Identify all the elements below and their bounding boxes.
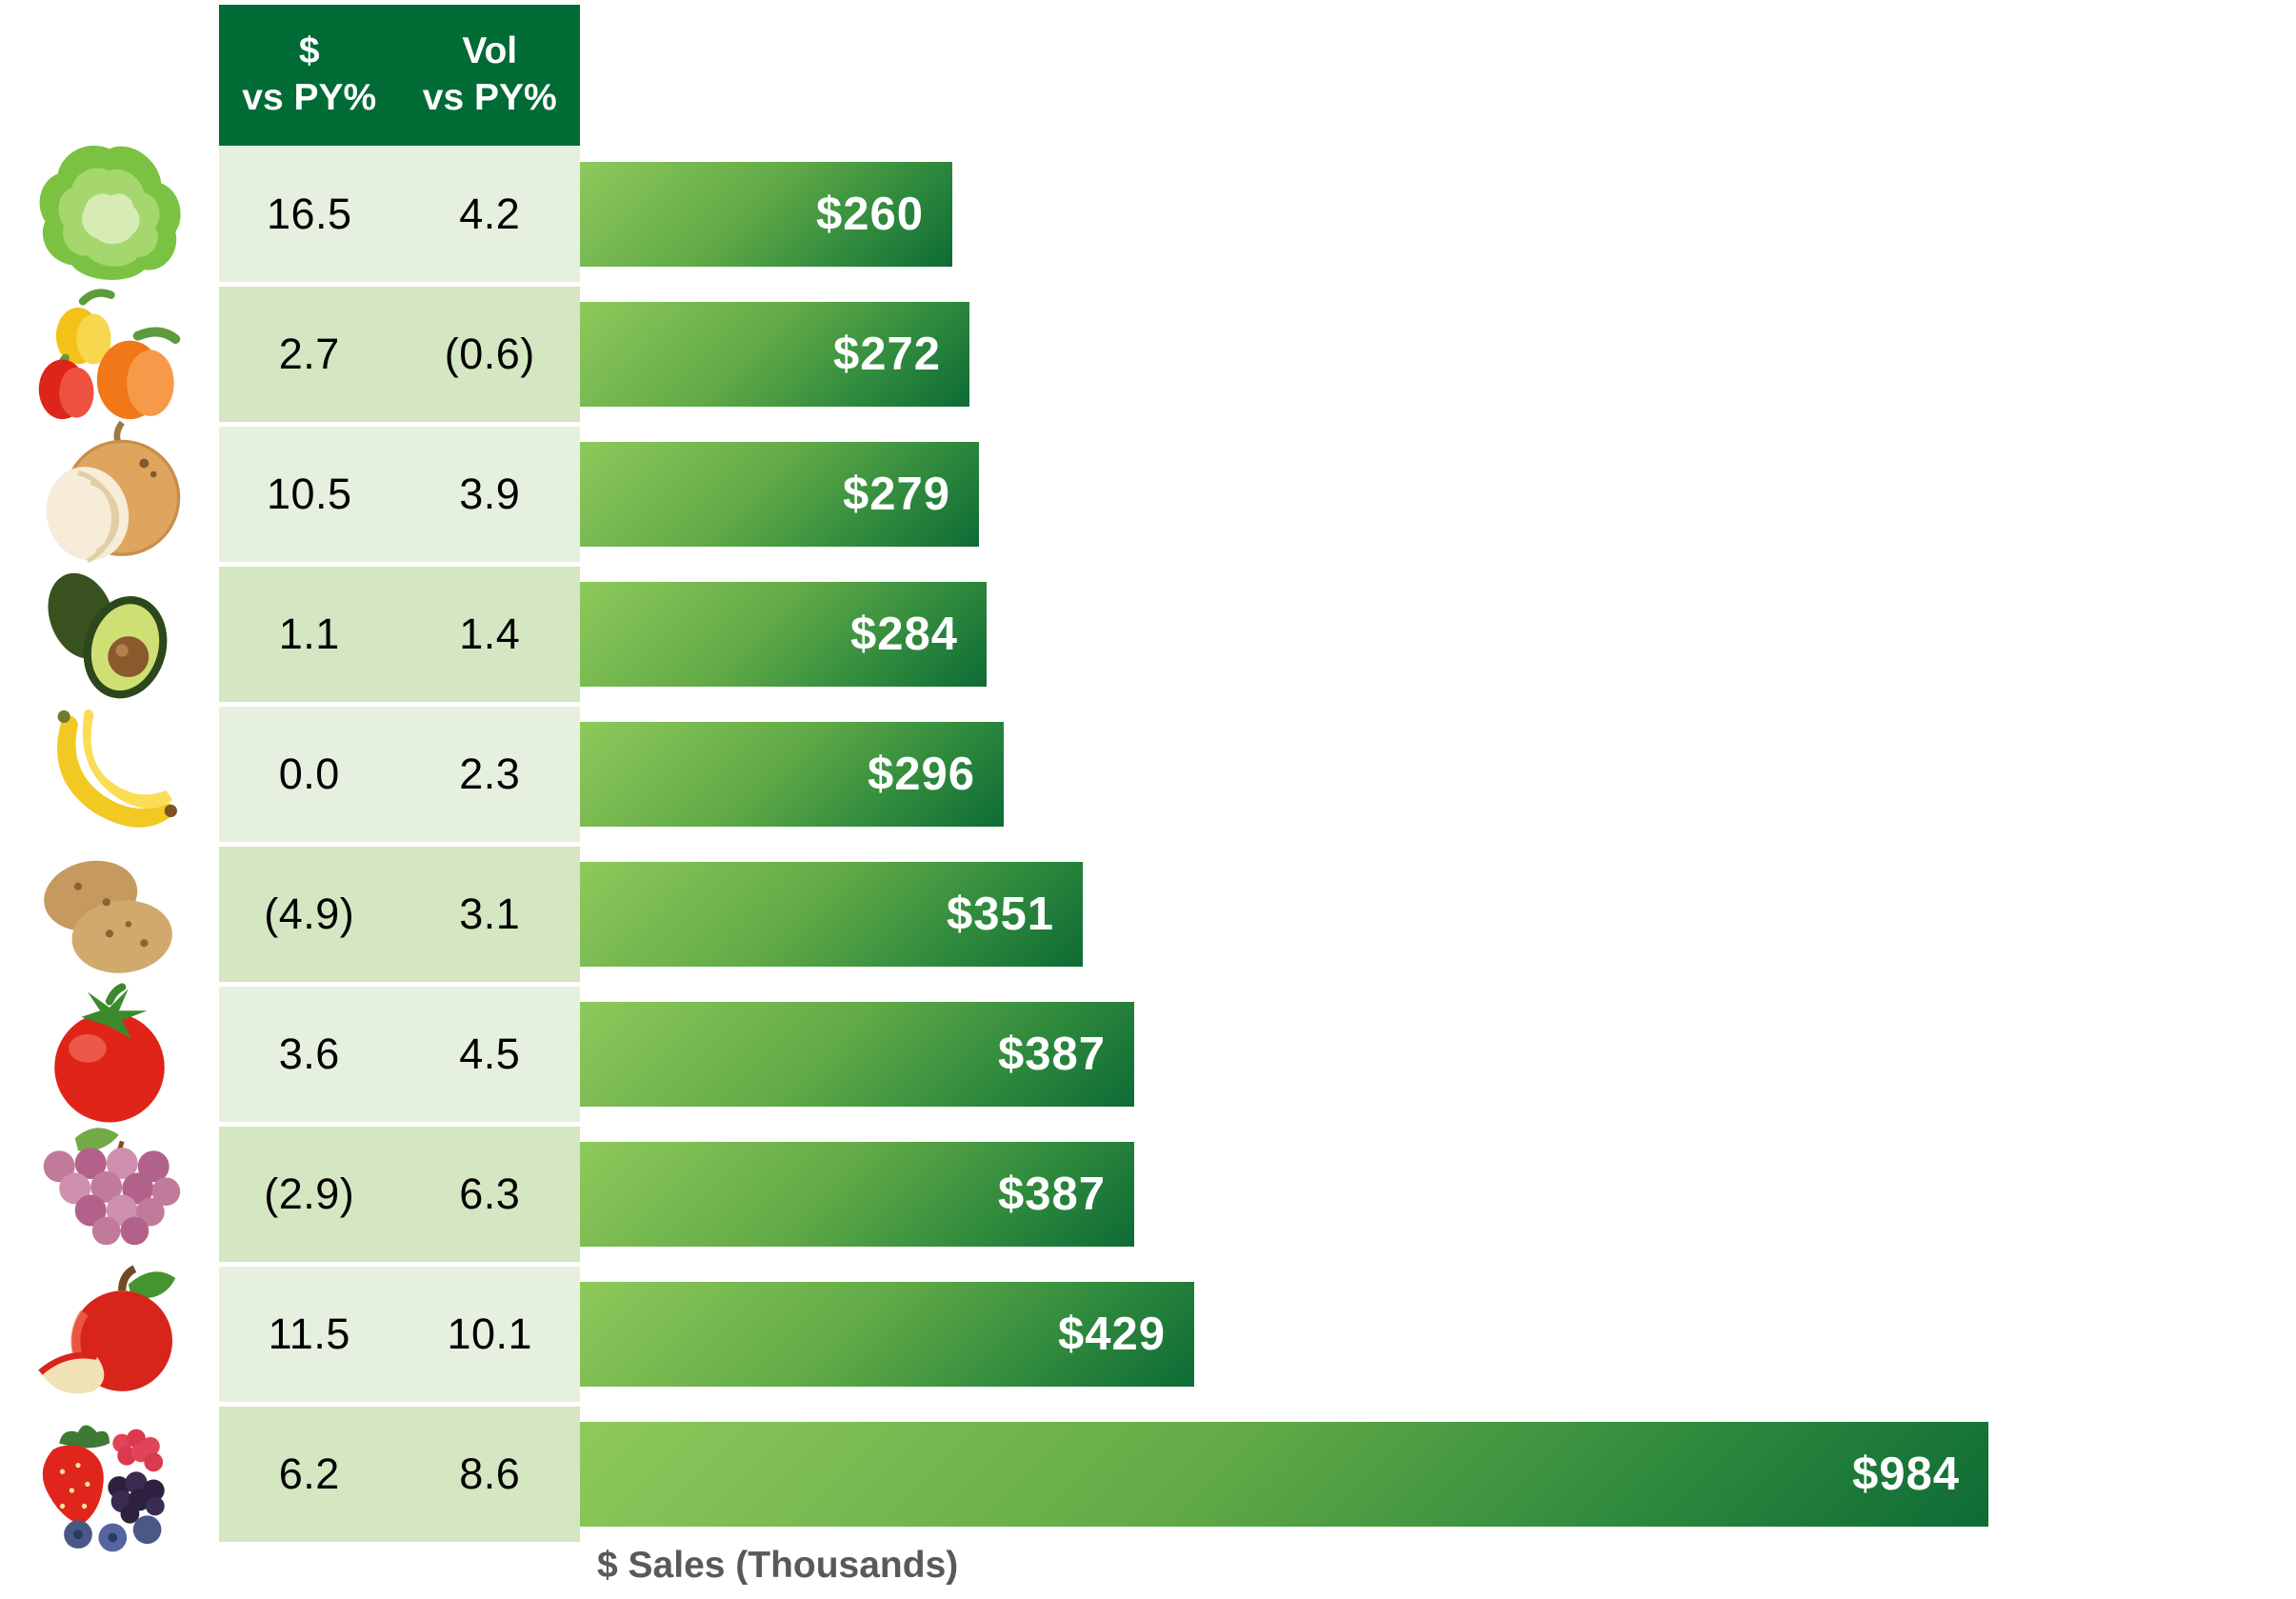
apple-icon xyxy=(0,1265,219,1402)
vol-vs-py-value: 1.4 xyxy=(459,610,521,658)
table-row: 10.5 3.9 $279 xyxy=(0,420,1988,563)
vol-vs-py-value: 3.1 xyxy=(459,889,521,938)
metrics-cell: 10.5 3.9 xyxy=(219,427,580,562)
bar-value-label: $387 xyxy=(997,1169,1106,1220)
berries-icon xyxy=(0,1407,219,1551)
table-row: 11.5 10.1 $429 xyxy=(0,1265,1988,1402)
dollar-vs-py-value: 16.5 xyxy=(266,190,352,238)
header-line: $ xyxy=(298,30,320,72)
sales-bar: $279 xyxy=(580,442,979,547)
tomato-icon xyxy=(0,982,219,1122)
dollar-vs-py-column-header: $ vs PY% xyxy=(219,5,400,146)
dollar-vs-py-value: 6.2 xyxy=(278,1449,340,1498)
sales-bar: $984 xyxy=(580,1422,1988,1527)
header-line: vs PY% xyxy=(422,77,557,118)
sales-bar: $272 xyxy=(580,302,969,407)
sales-bar: $387 xyxy=(580,1142,1134,1247)
metrics-cell: 3.6 4.5 xyxy=(219,987,580,1122)
metrics-cell: 0.0 2.3 xyxy=(219,707,580,842)
bar-value-label: $284 xyxy=(849,609,958,660)
dollar-vs-py-value: 0.0 xyxy=(278,750,340,798)
dollar-vs-py-value: (4.9) xyxy=(264,889,355,938)
bar-value-label: $984 xyxy=(1851,1449,1960,1500)
potatoes-icon xyxy=(0,847,219,982)
vol-vs-py-column-header: Vol vs PY% xyxy=(400,5,581,146)
vol-vs-py-value: 4.2 xyxy=(459,190,521,238)
table-row: 3.6 4.5 $387 xyxy=(0,982,1988,1122)
metrics-cell: (2.9) 6.3 xyxy=(219,1127,580,1262)
vol-vs-py-value: 3.9 xyxy=(459,470,521,518)
onion-icon xyxy=(0,420,219,563)
table-row: 16.5 4.2 $260 xyxy=(0,145,1988,282)
vol-vs-py-value: 2.3 xyxy=(459,750,521,798)
table-row: (4.9) 3.1 $351 xyxy=(0,847,1988,982)
vol-vs-py-value: 8.6 xyxy=(459,1449,521,1498)
metrics-cell: 1.1 1.4 xyxy=(219,567,580,702)
vol-vs-py-value: 4.5 xyxy=(459,1029,521,1078)
sales-bar: $351 xyxy=(580,862,1083,967)
header-line: Vol xyxy=(462,30,518,72)
metrics-cell: 11.5 10.1 xyxy=(219,1267,580,1402)
table-row: 6.2 8.6 $984 xyxy=(0,1407,1988,1551)
sales-bar: $296 xyxy=(580,722,1004,827)
table-row: 2.7 (0.6) $272 xyxy=(0,287,1988,422)
bar-value-label: $272 xyxy=(832,329,941,380)
metrics-cell: 6.2 8.6 xyxy=(219,1407,580,1542)
vol-vs-py-value: (0.6) xyxy=(444,330,535,378)
bell-peppers-icon xyxy=(0,287,219,422)
sales-bar: $260 xyxy=(580,162,952,267)
table-row: (2.9) 6.3 $387 xyxy=(0,1127,1988,1262)
dollar-vs-py-value: (2.9) xyxy=(264,1169,355,1218)
sales-bar: $387 xyxy=(580,1002,1134,1107)
grapes-icon xyxy=(0,1127,219,1262)
header-line: vs PY% xyxy=(242,77,377,118)
bar-value-label: $351 xyxy=(946,889,1054,940)
chart-rows: 16.5 4.2 $260 xyxy=(0,145,1988,1551)
dollar-vs-py-value: 11.5 xyxy=(268,1309,350,1358)
vol-vs-py-value: 10.1 xyxy=(447,1309,533,1358)
table-row: 1.1 1.4 $284 xyxy=(0,567,1988,702)
x-axis-label: $ Sales (Thousands) xyxy=(597,1545,959,1586)
bar-value-label: $279 xyxy=(842,469,950,520)
metrics-cell: 2.7 (0.6) xyxy=(219,287,580,422)
bar-value-label: $387 xyxy=(997,1029,1106,1080)
dollar-vs-py-value: 1.1 xyxy=(278,610,340,658)
sales-bar: $284 xyxy=(580,582,987,687)
table-header: $ vs PY% Vol vs PY% xyxy=(219,5,580,146)
metrics-cell: (4.9) 3.1 xyxy=(219,847,580,982)
dollar-vs-py-value: 3.6 xyxy=(278,1029,340,1078)
lettuce-icon xyxy=(0,145,219,282)
bananas-icon xyxy=(0,707,219,842)
bar-value-label: $260 xyxy=(815,189,924,240)
table-row: 0.0 2.3 $296 xyxy=(0,707,1988,842)
avocado-icon xyxy=(0,567,219,702)
vol-vs-py-value: 6.3 xyxy=(459,1169,521,1218)
bar-value-label: $429 xyxy=(1057,1309,1166,1360)
bar-value-label: $296 xyxy=(867,749,975,800)
sales-bar: $429 xyxy=(580,1282,1194,1387)
dollar-vs-py-value: 2.7 xyxy=(278,330,340,378)
dollar-vs-py-value: 10.5 xyxy=(266,470,352,518)
metrics-cell: 16.5 4.2 xyxy=(219,147,580,282)
